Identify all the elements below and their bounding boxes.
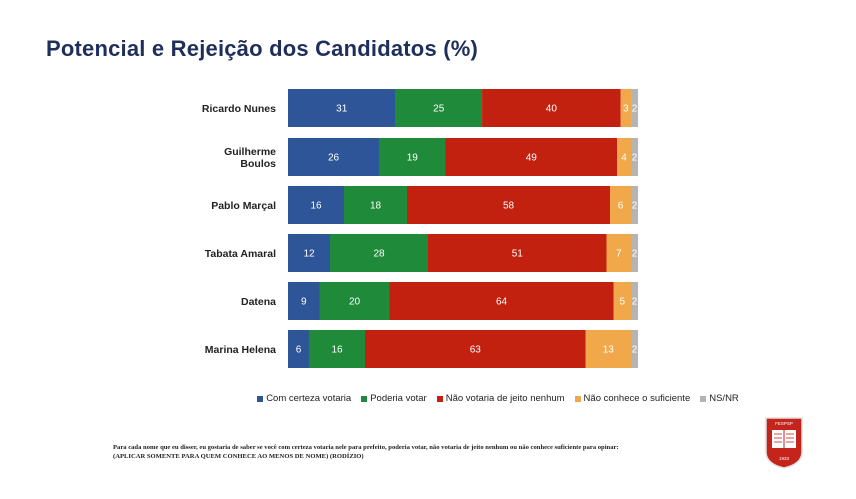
legend-swatch-nao-conhece-o-suficiente (574, 395, 581, 402)
legend-label-com-certeza-votaria: Com certeza votaria (266, 393, 352, 404)
data-label-pablo-marcal-poderia-votar: 18 (370, 201, 382, 212)
legend-label-nao-conhece-o-suficiente: Não conhece o suficiente (583, 393, 691, 404)
data-label-ricardo-nunes-nao-votaria-de-jeito-nenhum: 40 (546, 104, 558, 115)
legend-item-ns-nr: NS/NR (700, 393, 739, 404)
data-label-datena-nao-votaria-de-jeito-nenhum: 64 (496, 297, 508, 308)
data-label-datena-com-certeza-votaria: 9 (301, 297, 307, 308)
seal-year: 1933 (779, 456, 790, 461)
data-label-marina-helena-poderia-votar: 16 (331, 345, 343, 356)
category-label-pablo-marcal: Pablo Marçal (211, 200, 276, 212)
bar-segment-tabata-amaral-nao-conhece-o-suficiente (606, 234, 631, 272)
legend-item-com-certeza-votaria: Com certeza votaria (257, 393, 351, 404)
data-label-pablo-marcal-nao-conhece-o-suficiente: 6 (618, 201, 624, 212)
bar-segment-tabata-amaral-nao-votaria-de-jeito-nenhum (428, 234, 607, 272)
data-label-guilherme-boulos-nao-conhece-o-suficiente: 4 (621, 153, 627, 164)
data-label-datena-nao-conhece-o-suficiente: 5 (619, 297, 625, 308)
chart-legend: Com certeza votaria Poderia votar Não vota… (0, 393, 856, 404)
bar-segment-pablo-marcal-ns-nr (631, 186, 638, 224)
bar-segment-tabata-amaral-com-certeza-votaria (288, 234, 330, 272)
bar-segment-tabata-amaral-poderia-votar (330, 234, 428, 272)
legend-swatch-poderia-votar (361, 395, 368, 402)
seal-top-text: FESPSP (775, 421, 793, 426)
data-label-marina-helena-nao-votaria-de-jeito-nenhum: 63 (470, 345, 482, 356)
legend-swatch-com-certeza-votaria (257, 395, 264, 402)
bar-segment-pablo-marcal-nao-conhece-o-suficiente (610, 186, 631, 224)
bar-segment-marina-helena-poderia-votar (309, 330, 365, 368)
data-label-tabata-amaral-poderia-votar: 28 (373, 249, 385, 260)
footnote-line-2: (APLICAR SOMENTE PARA QUEM CONHECE AO ME… (113, 452, 364, 460)
legend-label-poderia-votar: Poderia votar (370, 393, 427, 404)
data-label-guilherme-boulos-poderia-votar: 19 (407, 153, 419, 164)
category-label-guilherme-boulos: Guilherme Boulos (224, 146, 276, 170)
footnote-line-1: Para cada nome que eu disser, eu gostari… (113, 444, 619, 451)
data-label-tabata-amaral-nao-conhece-o-suficiente: 7 (616, 249, 622, 260)
data-label-ricardo-nunes-poderia-votar: 25 (433, 104, 445, 115)
data-label-datena-poderia-votar: 20 (349, 297, 361, 308)
bar-segment-ricardo-nunes-ns-nr (631, 89, 638, 127)
category-label-tabata-amaral: Tabata Amaral (205, 248, 276, 260)
question-footnote: Para cada nome que eu disser, eu gostari… (113, 444, 733, 462)
legend-item-nao-conhece-o-suficiente: Não conhece o suficiente (574, 393, 691, 404)
data-label-pablo-marcal-ns-nr: 2 (632, 201, 638, 212)
bar-segment-ricardo-nunes-nao-conhece-o-suficiente (620, 89, 632, 127)
data-label-ricardo-nunes-com-certeza-votaria: 31 (336, 104, 348, 115)
data-label-guilherme-boulos-ns-nr: 2 (632, 153, 638, 164)
data-label-guilherme-boulos-com-certeza-votaria: 26 (328, 153, 340, 164)
bar-segment-guilherme-boulos-com-certeza-votaria (288, 138, 379, 176)
bar-segment-tabata-amaral-ns-nr (631, 234, 638, 272)
data-label-marina-helena-nao-conhece-o-suficiente: 13 (603, 345, 615, 356)
bar-segment-guilherme-boulos-nao-votaria-de-jeito-nenhum (445, 138, 617, 176)
bar-segment-marina-helena-com-certeza-votaria (288, 330, 309, 368)
bar-segment-datena-nao-conhece-o-suficiente (613, 282, 631, 320)
data-label-pablo-marcal-nao-votaria-de-jeito-nenhum: 58 (503, 201, 515, 212)
data-label-ricardo-nunes-ns-nr: 2 (632, 104, 638, 115)
category-label-datena: Datena (241, 296, 276, 308)
legend-swatch-ns-nr (700, 395, 707, 402)
bar-segment-marina-helena-ns-nr (631, 330, 638, 368)
data-label-ricardo-nunes-nao-conhece-o-suficiente: 3 (623, 104, 629, 115)
legend-label-nao-votaria-de-jeito-nenhum: Não votaria de jeito nenhum (445, 393, 565, 404)
data-label-marina-helena-ns-nr: 2 (632, 345, 638, 356)
data-label-datena-ns-nr: 2 (632, 297, 638, 308)
bar-segment-guilherme-boulos-ns-nr (631, 138, 638, 176)
data-label-guilherme-boulos-nao-votaria-de-jeito-nenhum: 49 (526, 153, 538, 164)
bar-segment-ricardo-nunes-nao-votaria-de-jeito-nenhum (482, 89, 621, 127)
data-label-pablo-marcal-com-certeza-votaria: 16 (310, 201, 322, 212)
bar-segment-datena-com-certeza-votaria (288, 282, 320, 320)
bar-segment-marina-helena-nao-conhece-o-suficiente (585, 330, 631, 368)
data-label-tabata-amaral-ns-nr: 2 (632, 249, 638, 260)
category-label-marina-helena: Marina Helena (205, 344, 276, 356)
bar-segment-pablo-marcal-com-certeza-votaria (288, 186, 344, 224)
bar-segment-guilherme-boulos-nao-conhece-o-suficiente (617, 138, 631, 176)
bar-segment-marina-helena-nao-votaria-de-jeito-nenhum (365, 330, 586, 368)
data-label-marina-helena-com-certeza-votaria: 6 (296, 345, 302, 356)
legend-item-nao-votaria-de-jeito-nenhum: Não votaria de jeito nenhum (436, 393, 565, 404)
chart-title: Potencial e Rejeição dos Candidatos (%) (46, 36, 479, 61)
bar-segment-ricardo-nunes-poderia-votar (395, 89, 483, 127)
category-label-ricardo-nunes: Ricardo Nunes (202, 103, 276, 115)
bar-segment-pablo-marcal-nao-votaria-de-jeito-nenhum (407, 186, 610, 224)
bar-segment-ricardo-nunes-com-certeza-votaria (288, 89, 396, 127)
legend-item-poderia-votar: Poderia votar (361, 393, 427, 404)
legend-swatch-nao-votaria-de-jeito-nenhum (436, 395, 443, 402)
bar-segment-pablo-marcal-poderia-votar (344, 186, 407, 224)
bar-segment-datena-nao-votaria-de-jeito-nenhum (389, 282, 614, 320)
data-label-tabata-amaral-com-certeza-votaria: 12 (303, 249, 315, 260)
data-label-tabata-amaral-nao-votaria-de-jeito-nenhum: 51 (512, 249, 524, 260)
bar-segment-datena-poderia-votar (319, 282, 390, 320)
fespsp-seal-logo: FESPSP 1933 (765, 417, 803, 469)
legend-label-ns-nr: NS/NR (709, 393, 739, 404)
bar-segment-guilherme-boulos-poderia-votar (379, 138, 446, 176)
bar-segment-datena-ns-nr (631, 282, 638, 320)
